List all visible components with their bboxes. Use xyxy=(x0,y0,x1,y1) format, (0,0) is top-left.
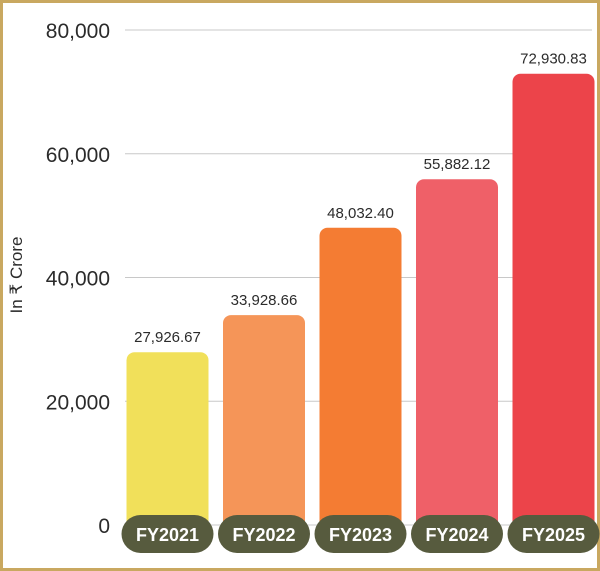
y-tick-label: 40,000 xyxy=(46,268,110,291)
y-tick-label: 0 xyxy=(98,515,110,538)
y-tick-label: 60,000 xyxy=(46,144,110,167)
bar-value-label: 72,930.83 xyxy=(520,51,587,68)
bar-fy2023 xyxy=(319,227,402,535)
bar-value-label: 55,882.12 xyxy=(424,156,491,173)
category-pill xyxy=(121,515,214,553)
x-tick-label: FY2025 xyxy=(522,525,585,545)
y-tick-label: 80,000 xyxy=(46,20,110,43)
category-pill xyxy=(411,515,503,553)
y-axis-label: In ₹ Crore xyxy=(7,237,26,314)
x-tick-label: FY2021 xyxy=(136,525,199,545)
x-tick-label: FY2022 xyxy=(232,525,295,545)
category-pill xyxy=(218,515,310,553)
bar-fy2024 xyxy=(416,179,498,536)
bar-value-label: 48,032.40 xyxy=(327,205,394,222)
bar-fy2022 xyxy=(223,315,305,535)
x-tick-label: FY2023 xyxy=(329,525,392,545)
category-pill xyxy=(314,515,407,553)
bar-fy2021 xyxy=(126,352,209,535)
x-tick-label: FY2024 xyxy=(425,525,488,545)
bar-fy2025 xyxy=(512,73,595,536)
bar-value-label: 27,926.67 xyxy=(134,329,201,346)
category-pill xyxy=(507,515,600,553)
y-tick-label: 20,000 xyxy=(46,391,110,414)
bar-value-label: 33,928.66 xyxy=(231,292,298,309)
